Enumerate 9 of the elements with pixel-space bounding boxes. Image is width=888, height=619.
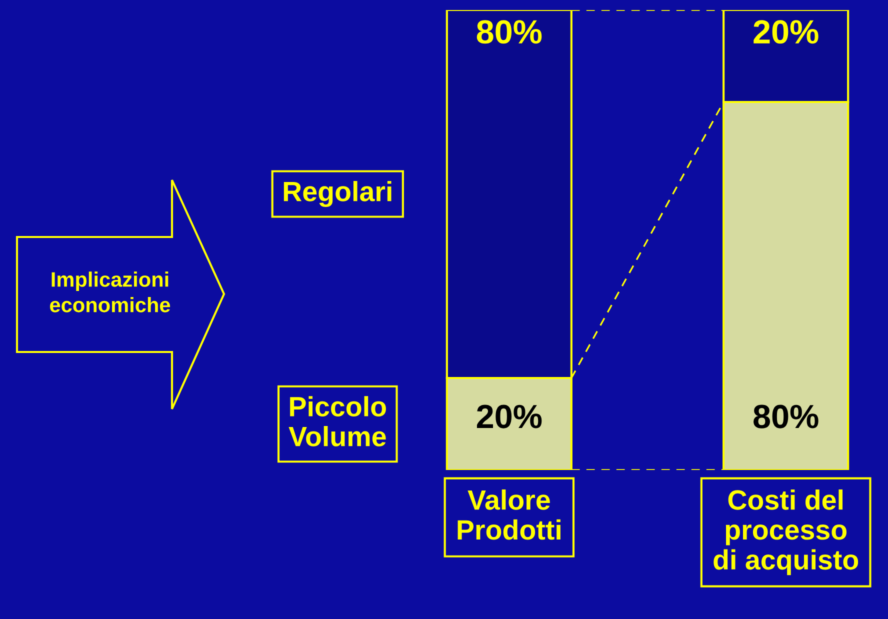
text: Regolari <box>284 180 392 208</box>
data-label: 80% <box>754 404 818 428</box>
x-tick-label: Costi del processo di acquisto <box>714 489 858 576</box>
x-tick-label: Valore Prodotti <box>458 489 560 540</box>
text: Implicazioni economiche <box>50 272 170 312</box>
text: Piccolo Volume <box>288 396 386 446</box>
data-label: 80% <box>476 20 542 44</box>
data-label: 20% <box>476 404 542 428</box>
data-label: 20% <box>754 20 818 44</box>
